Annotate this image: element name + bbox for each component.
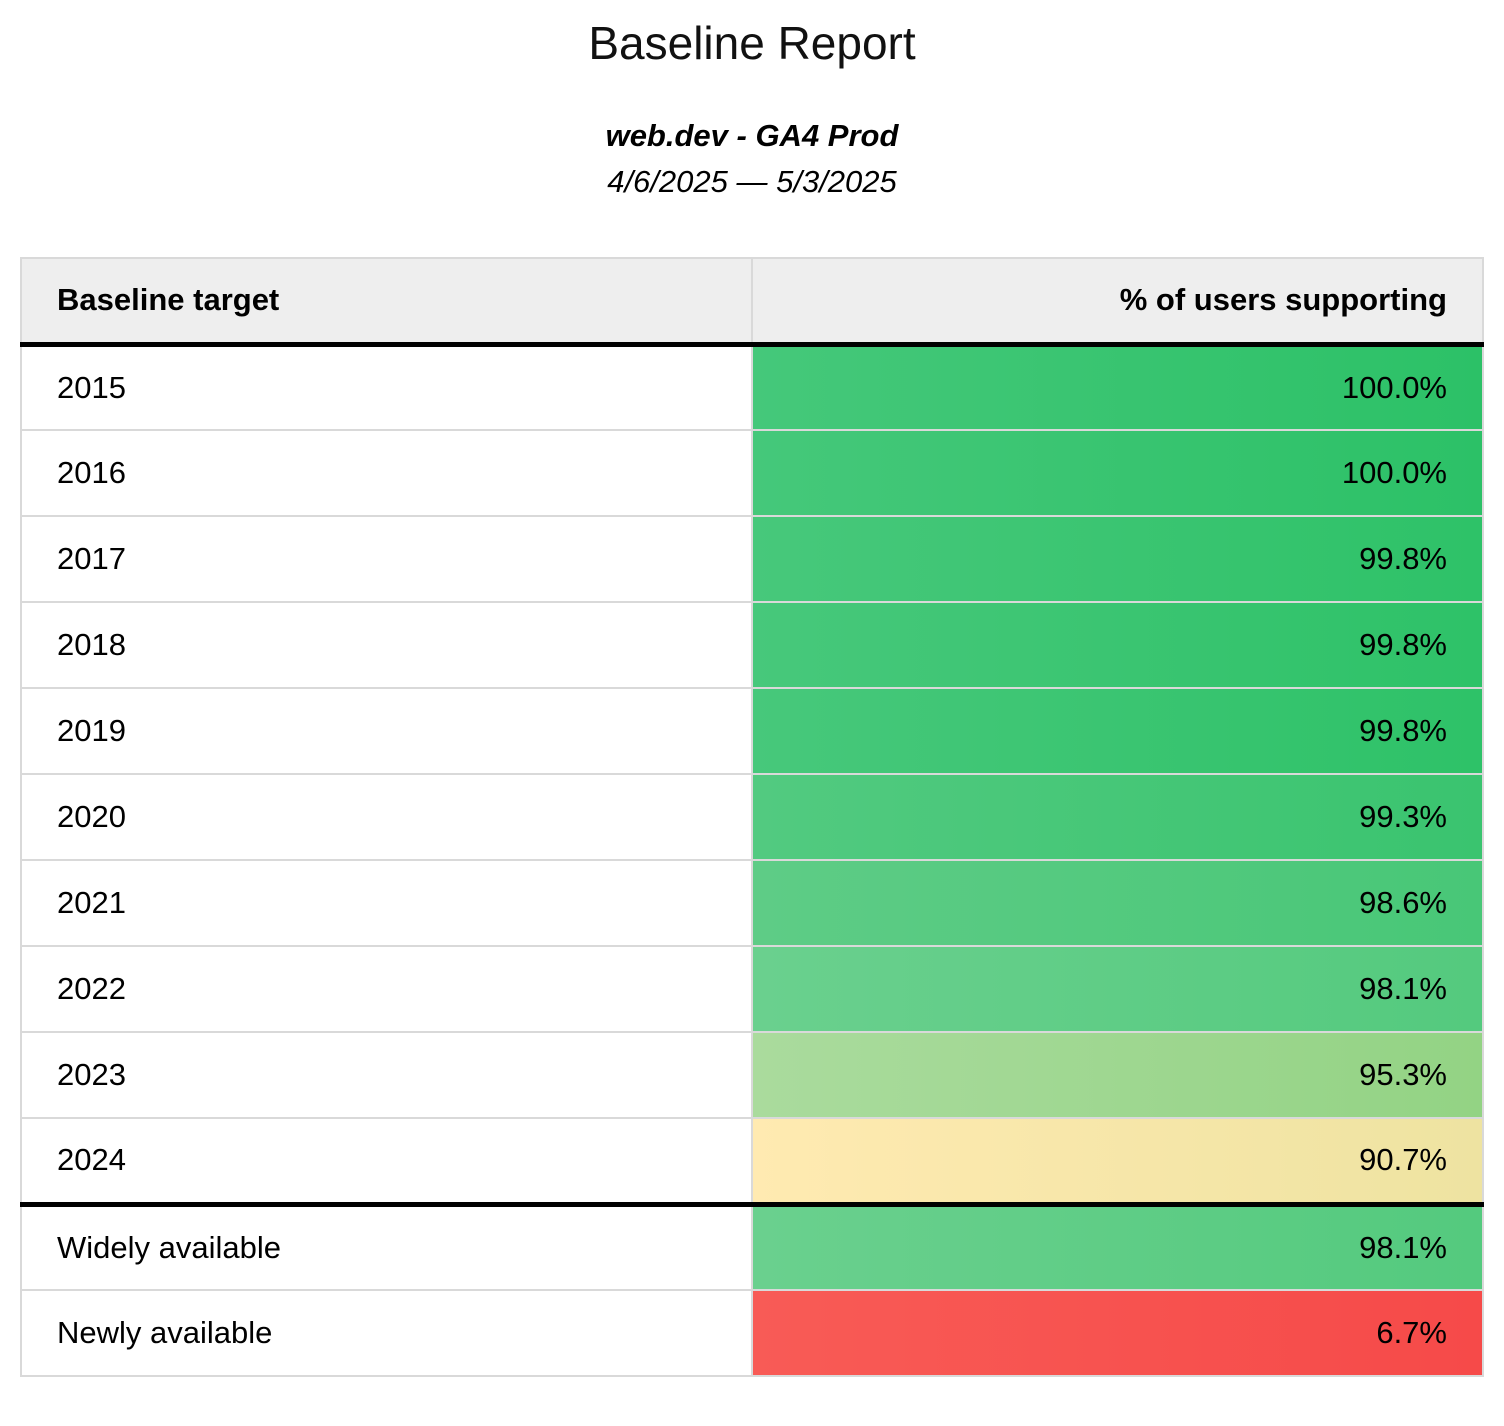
table-row: 2022 98.1% [21,945,1483,1032]
users-supporting-value: 95.3% [752,1031,1483,1118]
users-supporting-value: 99.8% [752,601,1483,688]
baseline-target-label: 2020 [21,773,753,860]
table-row: 2016 100.0% [21,429,1483,516]
page-title: Baseline Report [588,17,916,69]
baseline-target-label: 2022 [21,945,753,1032]
report-property-name: web.dev - GA4 Prod [605,118,899,153]
baseline-target-label: 2018 [21,601,753,688]
table-row: Widely available 98.1% [21,1201,1483,1290]
table-row: 2017 99.8% [21,515,1483,602]
baseline-target-label: 2017 [21,515,753,602]
table-row: Newly available 6.7% [21,1289,1483,1376]
baseline-target-label: 2021 [21,859,753,946]
users-supporting-value: 99.8% [752,515,1483,602]
column-header-percent-users-supporting: % of users supporting [752,258,1483,344]
table-head: Baseline target % of users supporting [21,258,1483,344]
baseline-target-label: Newly available [21,1289,753,1376]
baseline-target-label: 2015 [21,343,753,430]
baseline-support-table: Baseline target % of users supporting 20… [20,257,1484,1377]
table-body: 2015 100.0% 2016 100.0% 2017 99.8% 2018 99.8% 20… [21,343,1483,1376]
users-supporting-value: 6.7% [752,1289,1483,1376]
users-supporting-value: 99.3% [752,773,1483,860]
users-supporting-value: 98.6% [752,859,1483,946]
baseline-target-label: 2023 [21,1031,753,1118]
table-header-row: Baseline target % of users supporting [21,258,1483,344]
users-supporting-value: 99.8% [752,687,1483,774]
users-supporting-value: 98.1% [752,945,1483,1032]
report-date-range: 4/6/2025 — 5/3/2025 [607,164,897,199]
users-supporting-value: 90.7% [752,1117,1483,1204]
baseline-target-label: Widely available [21,1201,753,1290]
baseline-target-label: 2024 [21,1117,753,1204]
table-row: 2015 100.0% [21,343,1483,430]
users-supporting-value: 98.1% [752,1201,1483,1290]
baseline-target-label: 2016 [21,429,753,516]
table-row: 2018 99.8% [21,601,1483,688]
table-row: 2020 99.3% [21,773,1483,860]
baseline-target-label: 2019 [21,687,753,774]
table-row: 2019 99.8% [21,687,1483,774]
table-row: 2021 98.6% [21,859,1483,946]
users-supporting-value: 100.0% [752,343,1483,430]
users-supporting-value: 100.0% [752,429,1483,516]
table-row: 2024 90.7% [21,1117,1483,1204]
table-row: 2023 95.3% [21,1031,1483,1118]
column-header-baseline-target: Baseline target [21,258,753,344]
